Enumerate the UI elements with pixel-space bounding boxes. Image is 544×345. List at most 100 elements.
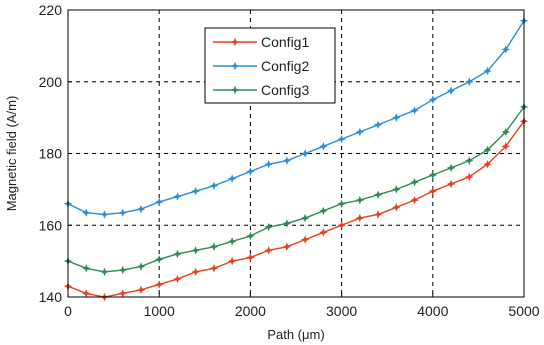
legend-label: Config1 bbox=[261, 34, 309, 50]
data-point bbox=[155, 280, 164, 289]
data-point bbox=[428, 186, 437, 196]
legend-label: Config3 bbox=[261, 82, 309, 98]
data-point bbox=[155, 197, 164, 207]
x-tick-label: 1000 bbox=[144, 303, 175, 319]
data-point bbox=[337, 134, 346, 144]
data-point bbox=[282, 219, 292, 228]
data-point bbox=[337, 221, 346, 230]
legend-marker bbox=[230, 85, 240, 95]
data-point bbox=[118, 265, 127, 275]
y-axis-label: Magnetic field (A/m) bbox=[4, 96, 19, 212]
data-point bbox=[300, 235, 310, 244]
data-point bbox=[319, 142, 328, 151]
data-point bbox=[118, 289, 127, 298]
legend: Config1 Config2 Config3 bbox=[204, 27, 336, 104]
data-point bbox=[282, 156, 292, 165]
data-point bbox=[428, 95, 437, 104]
legend-entry-config3: Config3 bbox=[213, 82, 309, 98]
data-point bbox=[246, 167, 255, 176]
data-point bbox=[118, 208, 127, 217]
data-point bbox=[227, 174, 237, 183]
y-tick-label: 220 bbox=[39, 2, 63, 18]
data-point bbox=[300, 149, 310, 158]
data-point bbox=[428, 170, 437, 180]
legend-marker bbox=[230, 61, 240, 71]
y-tick-label: 200 bbox=[39, 74, 63, 90]
data-point bbox=[264, 222, 273, 232]
data-point bbox=[465, 77, 474, 86]
data-point bbox=[483, 160, 492, 169]
legend-label: Config2 bbox=[261, 58, 309, 74]
data-point bbox=[501, 142, 510, 151]
data-point bbox=[319, 228, 328, 237]
data-point bbox=[392, 203, 401, 212]
x-tick-label: 2000 bbox=[235, 303, 266, 319]
data-point bbox=[446, 179, 456, 189]
data-point bbox=[355, 213, 365, 223]
data-point bbox=[82, 264, 91, 273]
data-point bbox=[100, 267, 109, 277]
data-point bbox=[136, 262, 146, 271]
data-point bbox=[209, 264, 219, 273]
data-point bbox=[264, 160, 273, 169]
legend-entry-config1: Config1 bbox=[213, 34, 309, 50]
x-tick-label: 3000 bbox=[326, 303, 357, 319]
data-point bbox=[483, 66, 492, 76]
data-point bbox=[173, 274, 182, 284]
data-point bbox=[355, 195, 365, 205]
data-point bbox=[191, 267, 200, 277]
x-tick-label: 5000 bbox=[508, 303, 539, 319]
data-point bbox=[264, 246, 273, 255]
data-point bbox=[410, 195, 419, 205]
series-config3 bbox=[63, 102, 529, 277]
data-point bbox=[355, 127, 365, 137]
data-point bbox=[173, 249, 182, 259]
data-point bbox=[82, 208, 91, 217]
data-point bbox=[501, 127, 510, 137]
legend-marker bbox=[230, 37, 240, 47]
data-point bbox=[483, 145, 492, 155]
y-tick-label: 180 bbox=[39, 146, 63, 162]
x-axis-label: Path (μm) bbox=[267, 327, 324, 342]
data-point bbox=[227, 256, 237, 266]
y-tick-label: 140 bbox=[39, 289, 63, 305]
data-point bbox=[191, 246, 200, 255]
data-point bbox=[246, 231, 255, 241]
tick-labels: 0 1000 2000 3000 4000 5000 140 160 180 200 220 bbox=[39, 2, 540, 319]
data-point bbox=[209, 242, 219, 251]
series-config1 bbox=[63, 117, 529, 302]
data-point bbox=[373, 190, 383, 199]
data-point bbox=[465, 172, 474, 182]
series-line bbox=[67, 20, 525, 216]
data-point bbox=[501, 45, 510, 54]
data-point bbox=[392, 113, 401, 122]
data-point bbox=[173, 192, 182, 201]
series-line bbox=[67, 120, 525, 298]
x-tick-label: 0 bbox=[64, 303, 72, 319]
series-line bbox=[67, 106, 525, 273]
x-tick-label: 4000 bbox=[417, 303, 448, 319]
data-point bbox=[300, 213, 310, 223]
data-point bbox=[227, 237, 237, 246]
data-point bbox=[373, 210, 383, 219]
data-point bbox=[446, 163, 456, 173]
data-point bbox=[191, 186, 200, 196]
data-point bbox=[82, 289, 91, 298]
data-point bbox=[136, 285, 146, 295]
data-point bbox=[246, 253, 255, 262]
data-point bbox=[282, 242, 292, 251]
data-point bbox=[373, 120, 383, 129]
data-point bbox=[209, 181, 219, 190]
y-tick-label: 160 bbox=[39, 217, 63, 233]
data-point bbox=[155, 255, 164, 264]
data-point bbox=[319, 206, 328, 216]
legend-entry-config2: Config2 bbox=[213, 58, 309, 74]
data-point bbox=[337, 199, 346, 208]
data-point bbox=[100, 210, 109, 219]
data-point bbox=[136, 204, 146, 214]
data-point bbox=[410, 178, 419, 187]
data-point bbox=[410, 106, 419, 115]
data-point bbox=[465, 156, 474, 165]
data-point bbox=[392, 185, 401, 194]
